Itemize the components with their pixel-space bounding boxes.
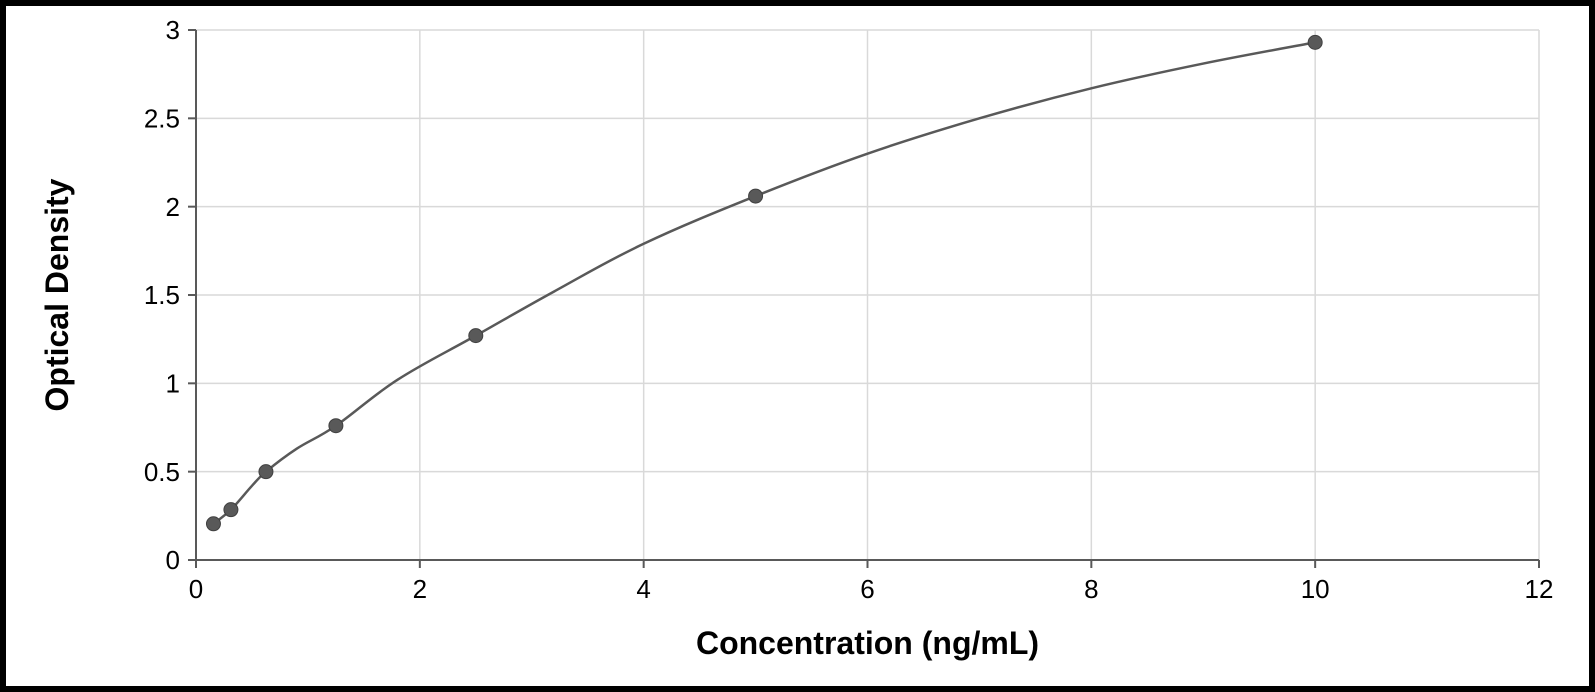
data-point: [749, 189, 763, 203]
y-tick-label: 1.5: [144, 280, 180, 310]
y-axis-label: Optical Density: [39, 178, 75, 411]
x-tick-label: 10: [1301, 574, 1330, 604]
x-tick-label: 6: [860, 574, 874, 604]
y-tick-label: 0: [166, 545, 180, 575]
y-tick-label: 2: [166, 192, 180, 222]
x-tick-label: 2: [413, 574, 427, 604]
x-tick-label: 8: [1084, 574, 1098, 604]
x-axis-label: Concentration (ng/mL): [696, 625, 1039, 661]
data-point: [329, 419, 343, 433]
x-tick-label: 4: [636, 574, 650, 604]
chart-svg: 0 2 4 6 8 10 12 0 0.5 1 1.5 2 2.5 3 Concentration (ng/…: [26, 20, 1569, 672]
x-tick-label: 12: [1525, 574, 1554, 604]
y-tick-label: 2.5: [144, 103, 180, 133]
data-point: [469, 329, 483, 343]
chart-outer-border: 0 2 4 6 8 10 12 0 0.5 1 1.5 2 2.5 3 Concentration (ng/…: [0, 0, 1595, 692]
y-tick-label: 1: [166, 368, 180, 398]
y-tick-label: 3: [166, 20, 180, 45]
x-tick-label: 0: [189, 574, 203, 604]
data-point: [1308, 35, 1322, 49]
chart-container: 0 2 4 6 8 10 12 0 0.5 1 1.5 2 2.5 3 Concentration (ng/…: [26, 20, 1569, 672]
y-tick-label: 0.5: [144, 457, 180, 487]
data-point: [206, 517, 220, 531]
data-point: [259, 465, 273, 479]
data-point: [224, 503, 238, 517]
